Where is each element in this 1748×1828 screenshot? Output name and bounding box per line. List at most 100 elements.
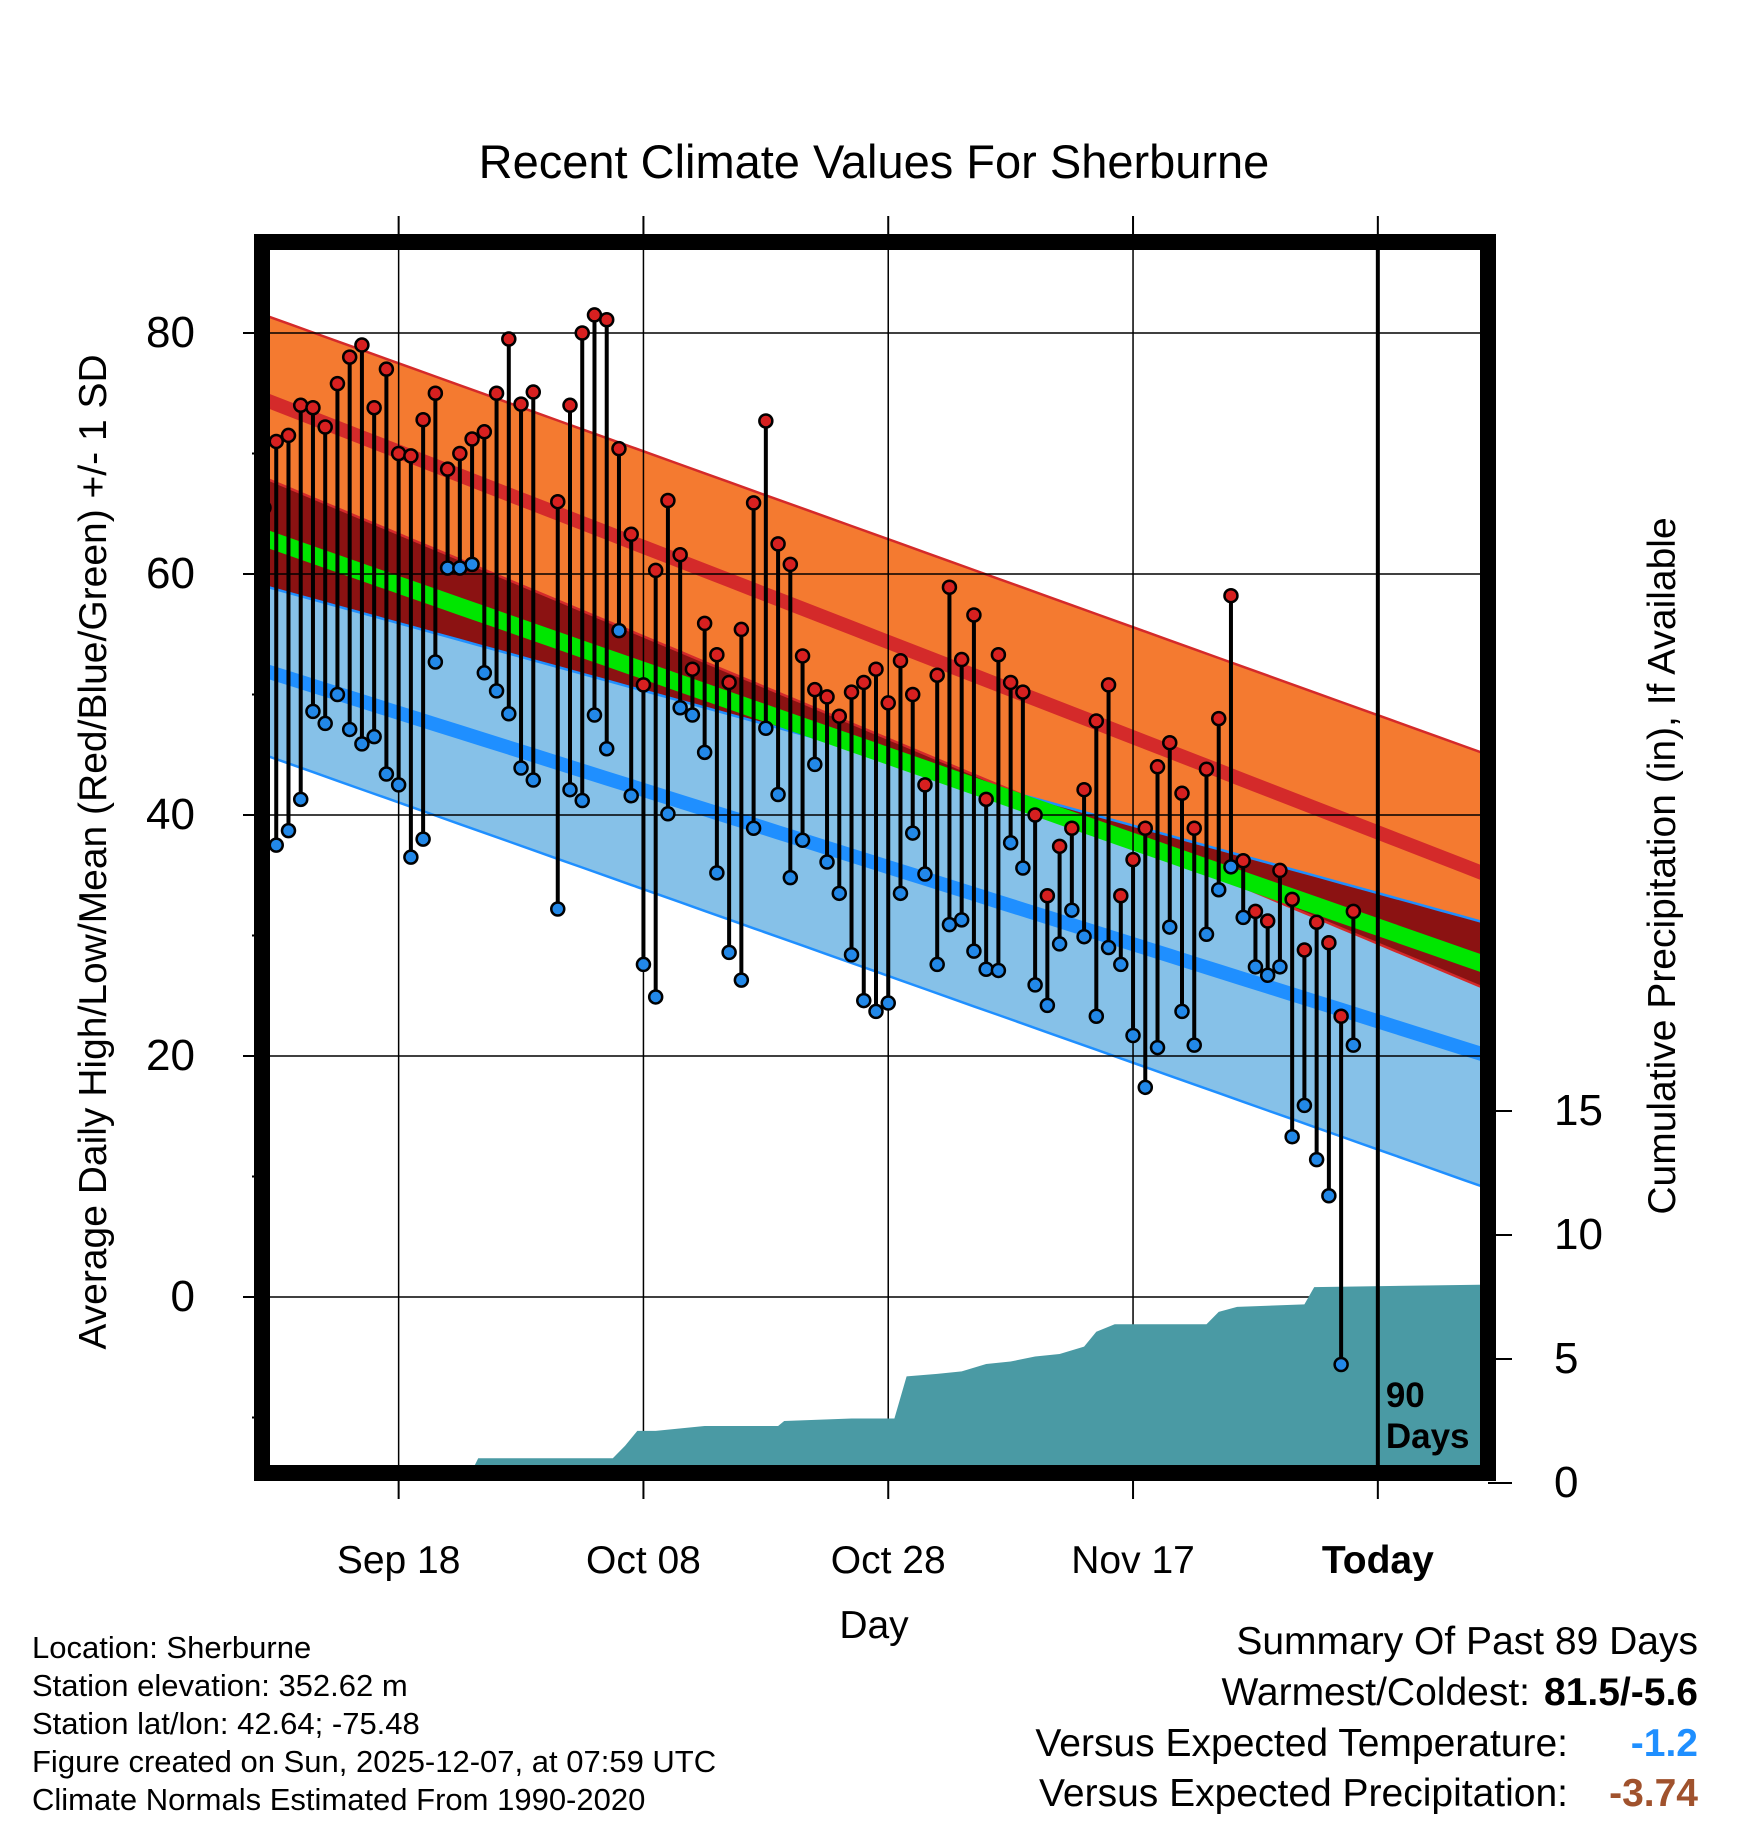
x-tick-label: Today [1322,1539,1434,1582]
daily-low-point [1198,926,1215,943]
daily-low-point [770,786,786,803]
daily-high-point [1113,887,1129,904]
daily-low-point [1235,909,1251,926]
daily-high-point [1162,734,1178,751]
y-axis-label: Average Daily High/Low/Mean (Red/Blue/Gr… [72,354,115,1349]
x-tick-label: Oct 28 [831,1539,946,1582]
daily-low-point [354,736,370,752]
daily-high-point [513,396,529,412]
daily-low-point [1223,859,1239,875]
today-days-word: Days [1386,1417,1470,1456]
x-tick-label: Oct 08 [586,1539,701,1582]
daily-high-point [1149,759,1166,775]
daily-high-point [1174,785,1190,802]
daily-low-point [696,744,713,761]
daily-low-point [562,781,578,798]
daily-high-point [721,674,737,691]
daily-low-point [525,772,542,788]
daily-low-point [1002,834,1019,851]
daily-low-point [305,703,321,720]
daily-low-point [464,556,480,573]
daily-low-point [831,885,848,902]
daily-high-point [574,325,590,341]
daily-low-point [329,686,346,703]
daily-low-point [586,707,603,723]
daily-high-point [978,791,994,808]
daily-low-point [268,837,284,853]
daily-low-point [917,866,933,882]
daily-high-point [647,562,664,579]
plot-frame [254,234,1496,1481]
daily-high-point [1137,820,1154,837]
daily-high-point [1321,934,1337,951]
daily-low-point [1259,967,1276,984]
daily-high-point [403,448,419,464]
daily-high-point [292,397,309,414]
daily-low-point [1284,1128,1300,1145]
daily-high-point [1247,903,1264,920]
daily-low-point [1015,860,1031,876]
daily-high-point [439,461,456,477]
daily-high-point [929,667,945,683]
daily-low-point [892,885,909,902]
daily-high-point [464,431,480,447]
daily-high-point [280,427,297,444]
daily-low-point [1064,902,1080,918]
daily-low-point [758,720,774,736]
info-normals: Climate Normals Estimated From 1990-2020 [32,1782,646,1817]
daily-high-point [427,385,444,401]
daily-high-point [941,579,958,596]
warmest-coldest-value: 81.5/-5.6 [1544,1671,1698,1714]
cumulative-precip-area [470,1284,1488,1473]
daily-low-point [623,787,639,804]
daily-low-point [1076,928,1092,945]
daily-low-point [550,901,566,917]
daily-low-point [513,760,529,776]
daily-low-point [317,715,333,732]
daily-low-point [611,622,627,639]
daily-low-point [1186,1037,1202,1053]
daily-high-point [953,651,970,668]
daily-high-point [917,777,933,793]
daily-low-point [1162,919,1178,935]
daily-high-point [354,337,370,353]
daily-high-point [598,311,615,328]
daily-low-point [292,791,309,808]
y2-axis-label: Cumulative Precipitation (in), If Availa… [1641,517,1684,1214]
daily-high-point [1284,891,1300,908]
precip-anomaly-value: -3.74 [1609,1772,1698,1815]
daily-low-point [709,865,725,881]
daily-high-point [1308,914,1325,930]
daily-low-point [1125,1027,1141,1044]
daily-low-point [341,721,358,738]
daily-low-point [1137,1079,1154,1096]
daily-high-point [488,385,505,401]
daily-low-point [280,822,297,839]
info-created: Figure created on Sun, 2025-12-07, at 07… [32,1744,717,1779]
daily-low-point [501,706,517,722]
daily-high-point [684,661,701,677]
daily-high-point [317,419,333,435]
daily-high-point [562,397,578,414]
daily-high-point [1125,851,1141,868]
temp-anomaly-value: -1.2 [1630,1722,1698,1765]
daily-high-point [1088,713,1105,729]
daily-high-point [807,681,823,698]
daily-high-point [1100,677,1117,693]
daily-low-point [1308,1151,1325,1168]
daily-high-point [305,399,321,416]
daily-high-point [1051,838,1068,855]
summary-title: Summary Of Past 89 Days [1236,1620,1698,1663]
y-tick-label: 60 [146,549,195,598]
daily-low-point [978,961,994,977]
daily-high-point [1272,862,1288,879]
daily-high-point [966,607,982,623]
daily-high-point [1345,903,1362,920]
daily-high-point [1296,942,1313,958]
daily-low-point [574,792,590,809]
daily-high-point [770,536,786,552]
x-tick-label: Sep 18 [337,1539,461,1582]
temp-anomaly-label: Versus Expected Temperature: [1035,1722,1568,1765]
y-tick-label: 80 [146,308,195,357]
daily-high-point [1235,853,1251,869]
